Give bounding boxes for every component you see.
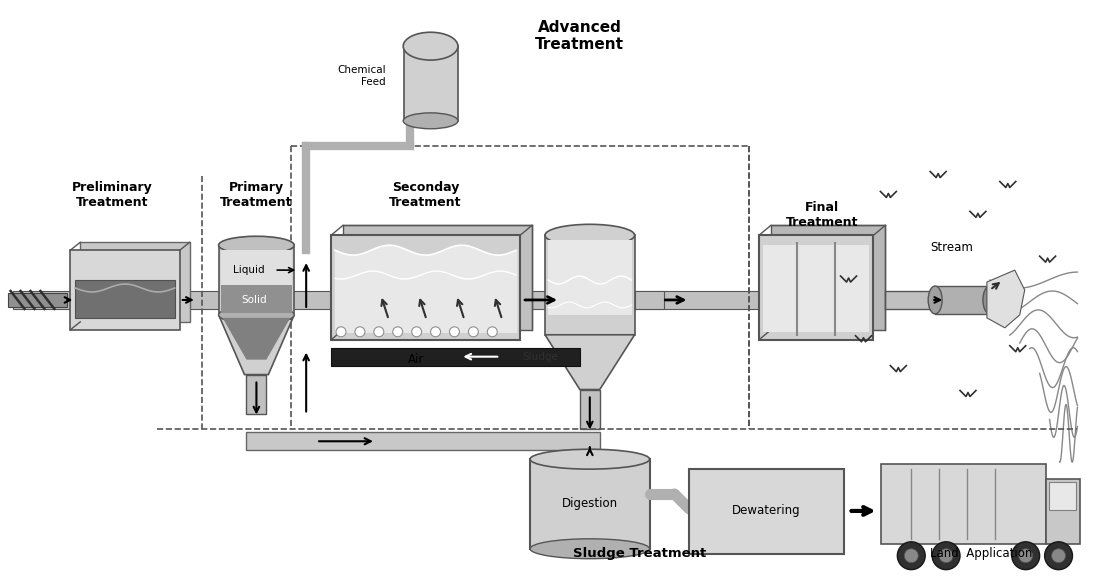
Polygon shape [222,318,290,360]
Polygon shape [219,315,294,375]
Circle shape [898,542,925,570]
Circle shape [1019,549,1033,563]
Text: Digestion: Digestion [562,498,618,510]
Ellipse shape [404,113,458,129]
Circle shape [374,327,384,337]
Circle shape [1045,542,1072,570]
Circle shape [939,549,953,563]
Bar [331,235,520,340]
Polygon shape [987,270,1025,328]
Bar [221,250,293,290]
Text: Stream: Stream [931,241,974,253]
Bar [404,46,459,121]
Text: Dewatering: Dewatering [732,505,801,517]
Bar [1046,479,1080,544]
Ellipse shape [219,306,294,324]
Text: Sludge: Sludge [522,351,558,362]
Text: Air: Air [407,353,424,366]
Bar [690,469,844,554]
Bar [331,348,580,365]
Bar [75,280,175,318]
Bar [246,375,266,414]
Text: Solid: Solid [242,295,267,305]
Ellipse shape [530,450,649,469]
Text: Seconday
Treatment: Seconday Treatment [389,182,462,209]
Circle shape [411,327,421,337]
Bar [219,245,294,315]
Ellipse shape [928,286,942,314]
Bar [70,250,179,330]
Bar [530,459,649,549]
Circle shape [430,327,440,337]
Circle shape [469,327,478,337]
Ellipse shape [530,539,649,559]
Circle shape [932,542,960,570]
Circle shape [355,327,365,337]
Text: Chemical
Feed: Chemical Feed [338,65,386,87]
Text: Primary
Treatment: Primary Treatment [220,182,293,209]
Bar [12,291,838,309]
Bar [221,285,293,313]
Circle shape [1012,542,1040,570]
Bar [246,432,600,450]
Bar [548,240,631,315]
Text: Advanced
Treatment: Advanced Treatment [536,20,625,52]
Circle shape [336,327,346,337]
Circle shape [393,327,403,337]
Text: Final
Treatment: Final Treatment [785,201,858,229]
Circle shape [1052,549,1066,563]
Text: Sludge Treatment: Sludge Treatment [573,548,706,560]
Polygon shape [544,335,635,390]
Bar [771,225,886,330]
Circle shape [904,549,918,563]
Bar [80,242,189,322]
Bar [544,235,635,335]
Circle shape [450,327,460,337]
Ellipse shape [219,236,294,254]
Bar [759,235,873,340]
Ellipse shape [983,286,997,314]
Ellipse shape [544,224,635,246]
Bar [763,245,869,332]
Text: Preliminary
Treatment: Preliminary Treatment [72,182,153,209]
Bar [881,464,1046,544]
Bar [8,293,67,307]
Ellipse shape [404,32,458,60]
Bar [580,390,600,429]
Text: Land  Application: Land Application [930,548,1032,560]
Text: Liquid: Liquid [232,265,264,275]
Bar [935,286,990,314]
Circle shape [487,327,497,337]
Bar [343,225,532,330]
Bar [635,291,664,309]
Bar [886,291,935,309]
Bar [1048,482,1077,510]
